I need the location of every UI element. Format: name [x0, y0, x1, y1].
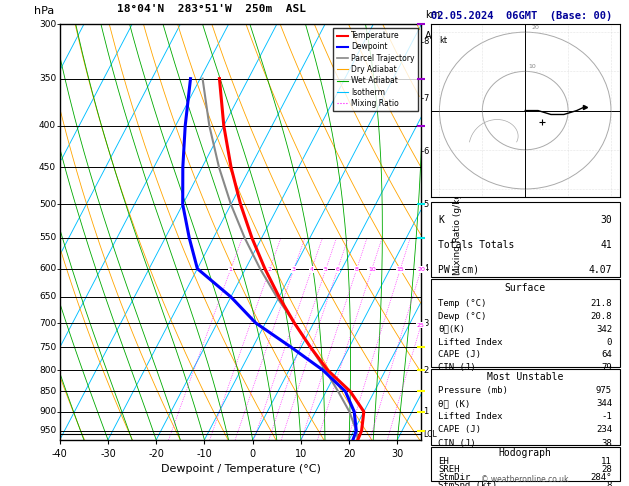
Text: 450: 450 — [39, 163, 56, 172]
Text: 5: 5 — [324, 267, 328, 272]
Text: 3: 3 — [423, 318, 428, 328]
Text: 350: 350 — [39, 74, 56, 83]
Text: 550: 550 — [39, 233, 56, 243]
Text: 284°: 284° — [591, 472, 612, 482]
Text: Lifted Index: Lifted Index — [438, 338, 503, 347]
Text: CIN (J): CIN (J) — [438, 439, 476, 448]
Text: 300: 300 — [39, 20, 56, 29]
Text: km: km — [425, 10, 440, 20]
Text: EH: EH — [438, 457, 449, 466]
Text: 600: 600 — [39, 264, 56, 273]
Text: 344: 344 — [596, 399, 612, 408]
Text: -1: -1 — [601, 412, 612, 421]
Text: LCL: LCL — [423, 430, 437, 439]
Text: 20: 20 — [417, 267, 425, 272]
Text: Pressure (mb): Pressure (mb) — [438, 386, 508, 395]
Text: 234: 234 — [596, 425, 612, 434]
Text: Temp (°C): Temp (°C) — [438, 299, 487, 308]
Text: 6: 6 — [423, 147, 428, 156]
Text: CAPE (J): CAPE (J) — [438, 350, 481, 360]
Text: 5: 5 — [423, 200, 428, 209]
Text: Surface: Surface — [504, 283, 546, 293]
Text: 400: 400 — [39, 121, 56, 130]
Text: K: K — [438, 215, 444, 225]
Text: 8: 8 — [355, 267, 359, 272]
Text: PW (cm): PW (cm) — [438, 265, 479, 275]
Text: kt: kt — [440, 36, 448, 45]
Text: 30: 30 — [600, 215, 612, 225]
Text: 79: 79 — [601, 364, 612, 372]
Text: 975: 975 — [596, 386, 612, 395]
Text: 4.07: 4.07 — [589, 265, 612, 275]
Text: θᴄ(K): θᴄ(K) — [438, 325, 465, 333]
Text: 0: 0 — [606, 338, 612, 347]
Text: Lifted Index: Lifted Index — [438, 412, 503, 421]
Text: 25: 25 — [417, 323, 425, 328]
Text: 8: 8 — [423, 37, 428, 46]
Text: 3: 3 — [292, 267, 296, 272]
Text: SREH: SREH — [438, 465, 460, 474]
Text: 64: 64 — [601, 350, 612, 360]
Text: 342: 342 — [596, 325, 612, 333]
Text: Hodograph: Hodograph — [499, 448, 552, 458]
Text: 1: 1 — [228, 267, 233, 272]
Text: 750: 750 — [39, 343, 56, 352]
Legend: Temperature, Dewpoint, Parcel Trajectory, Dry Adiabat, Wet Adiabat, Isotherm, Mi: Temperature, Dewpoint, Parcel Trajectory… — [333, 28, 418, 111]
Text: 900: 900 — [39, 407, 56, 416]
Text: hPa: hPa — [35, 6, 55, 16]
Text: 650: 650 — [39, 293, 56, 301]
Text: 700: 700 — [39, 318, 56, 328]
Text: 21.8: 21.8 — [591, 299, 612, 308]
Text: 1: 1 — [423, 407, 428, 416]
Text: θᴄ (K): θᴄ (K) — [438, 399, 470, 408]
Text: 7: 7 — [423, 94, 428, 103]
Text: 18°04'N  283°51'W  250m  ASL: 18°04'N 283°51'W 250m ASL — [117, 4, 306, 14]
X-axis label: Dewpoint / Temperature (°C): Dewpoint / Temperature (°C) — [160, 465, 321, 474]
Text: StmDir: StmDir — [438, 472, 470, 482]
Text: 4: 4 — [423, 264, 428, 273]
Text: 8: 8 — [606, 481, 612, 486]
Text: Totals Totals: Totals Totals — [438, 240, 515, 250]
Text: CAPE (J): CAPE (J) — [438, 425, 481, 434]
Text: 850: 850 — [39, 387, 56, 396]
Text: 10: 10 — [368, 267, 376, 272]
Text: StmSpd (kt): StmSpd (kt) — [438, 481, 498, 486]
Text: 2: 2 — [267, 267, 272, 272]
Text: 02.05.2024  06GMT  (Base: 00): 02.05.2024 06GMT (Base: 00) — [431, 11, 612, 21]
Text: CIN (J): CIN (J) — [438, 364, 476, 372]
Text: 20: 20 — [532, 25, 539, 30]
Text: Most Unstable: Most Unstable — [487, 372, 564, 382]
Text: 15: 15 — [396, 267, 404, 272]
Text: Dewp (°C): Dewp (°C) — [438, 312, 487, 321]
Text: 6: 6 — [335, 267, 340, 272]
Text: 800: 800 — [39, 365, 56, 375]
Text: 2: 2 — [423, 365, 428, 375]
Text: © weatheronline.co.uk: © weatheronline.co.uk — [481, 475, 569, 484]
Text: 950: 950 — [39, 426, 56, 435]
Text: 20.8: 20.8 — [591, 312, 612, 321]
Text: 38: 38 — [601, 439, 612, 448]
Text: 28: 28 — [601, 465, 612, 474]
Text: Mixing Ratio (g/kg): Mixing Ratio (g/kg) — [453, 189, 462, 275]
Text: 4: 4 — [309, 267, 313, 272]
Text: 11: 11 — [601, 457, 612, 466]
Text: ASL: ASL — [425, 31, 443, 40]
Text: 10: 10 — [528, 64, 536, 69]
Text: 41: 41 — [600, 240, 612, 250]
Text: 500: 500 — [39, 200, 56, 209]
